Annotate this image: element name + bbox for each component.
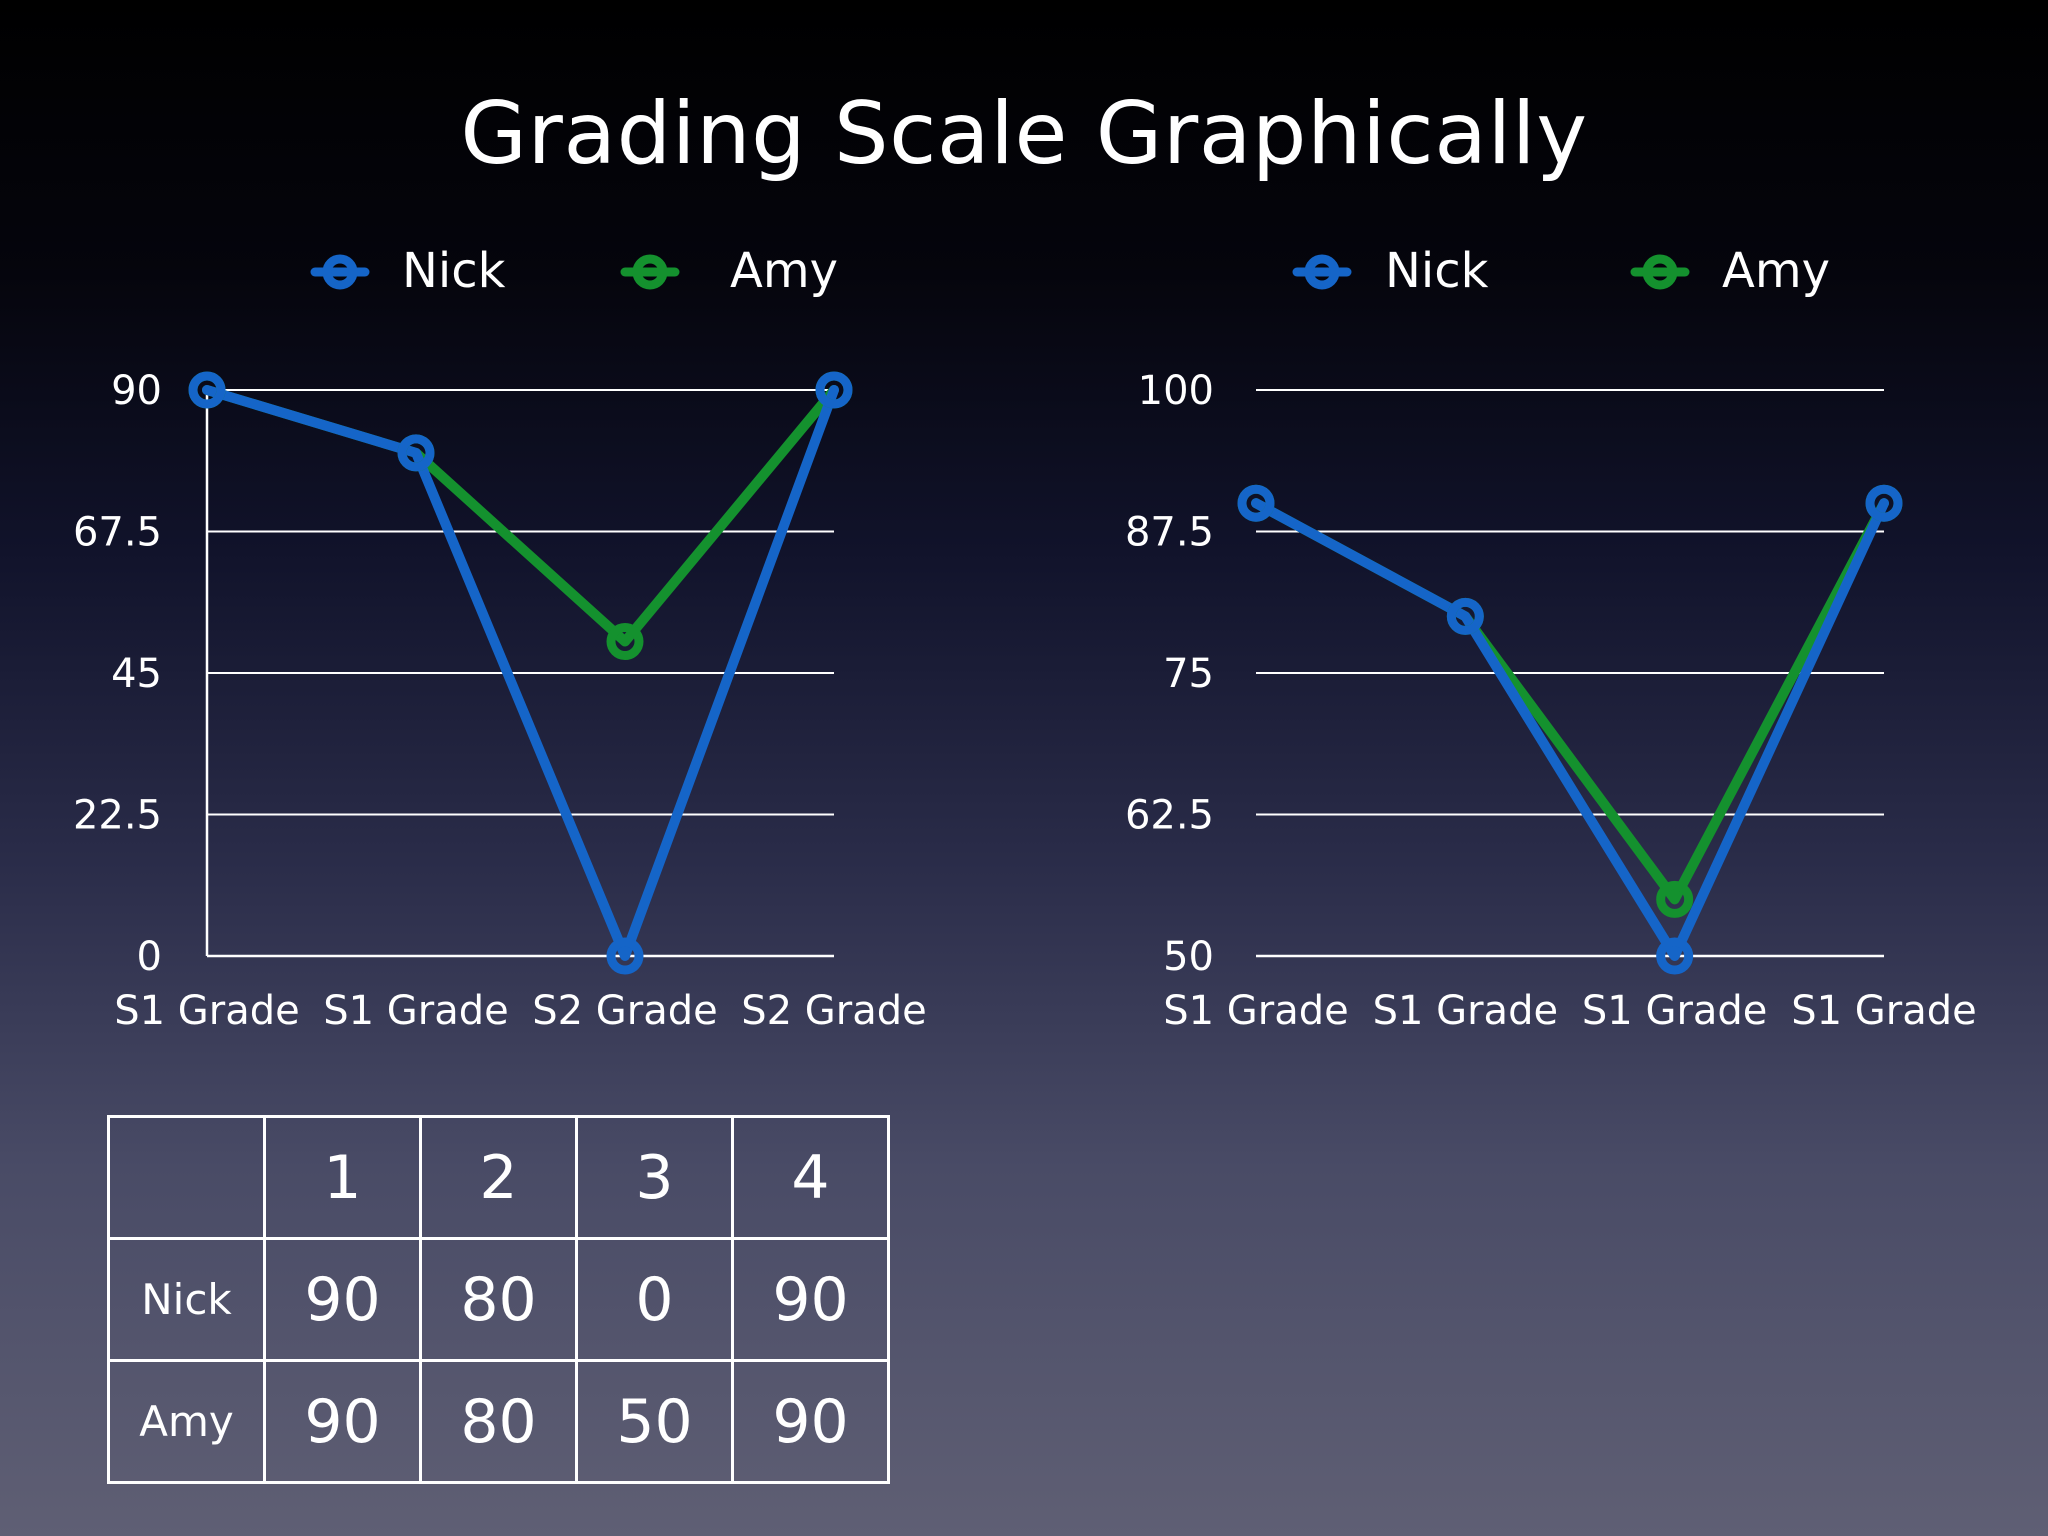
legend-label-amy: Amy	[1722, 243, 1830, 299]
data-point-nick	[188, 371, 226, 409]
grades-table: 1 2 3 4 Nick 90 80 0 90 Amy 90 80 50 90	[107, 1115, 890, 1484]
table-row: Amy 90 80 50 90	[107, 1359, 890, 1484]
data-point-nick	[1656, 937, 1694, 975]
table-cell: 90	[263, 1237, 422, 1362]
legend-marker-amy	[632, 254, 668, 290]
data-point-amy	[1656, 880, 1694, 918]
x-tick-label: S1 Grade	[1582, 988, 1768, 1034]
y-tick-label: 62.5	[1125, 793, 1214, 839]
x-tick-label: S2 Grade	[741, 988, 927, 1034]
table-cell: 90	[731, 1237, 890, 1362]
y-tick-label: 67.5	[73, 510, 162, 556]
table-header-cell: 3	[575, 1115, 734, 1240]
table-cell: 50	[575, 1359, 734, 1484]
slide-title: Grading Scale Graphically	[460, 84, 1588, 184]
table-header-cell: 4	[731, 1115, 890, 1240]
y-tick-label: 0	[137, 934, 162, 980]
table-row: Nick 90 80 0 90	[107, 1237, 890, 1362]
y-tick-label: 50	[1163, 934, 1214, 980]
legend-label-nick: Nick	[1385, 243, 1489, 299]
x-tick-label: S1 Grade	[114, 988, 300, 1034]
line-chart-left: 90 67.5 45 22.5 0 S1 Grade S1 Grade S2 Grade S2 …	[73, 243, 927, 1034]
x-tick-label: S1 Grade	[1373, 988, 1559, 1034]
table-header-cell: 1	[263, 1115, 422, 1240]
legend-label-amy: Amy	[730, 243, 838, 299]
data-point-nick	[1865, 484, 1903, 522]
data-point-nick	[815, 371, 853, 409]
x-tick-label: S1 Grade	[323, 988, 509, 1034]
x-tick-label: S1 Grade	[1791, 988, 1977, 1034]
table-header-row: 1 2 3 4	[107, 1115, 890, 1240]
data-point-nick	[1237, 484, 1275, 522]
table-header-cell: 2	[419, 1115, 578, 1240]
row-label-amy: Amy	[107, 1359, 266, 1484]
legend-marker-amy	[1642, 254, 1678, 290]
legend-marker-nick	[322, 254, 358, 290]
data-point-amy	[606, 623, 644, 661]
series-line-nick	[1251, 498, 1889, 961]
data-point-nick	[606, 937, 644, 975]
table-header-cell	[107, 1115, 266, 1240]
y-tick-label: 90	[111, 368, 162, 414]
y-tick-label: 75	[1163, 651, 1214, 697]
table-cell: 90	[731, 1359, 890, 1484]
data-point-nick	[397, 434, 435, 472]
legend-label-nick: Nick	[402, 243, 506, 299]
table-cell: 80	[419, 1359, 578, 1484]
series-line-nick	[202, 385, 839, 961]
table-cell: 90	[263, 1359, 422, 1484]
table-cell: 80	[419, 1237, 578, 1362]
y-tick-label: 22.5	[73, 793, 162, 839]
y-tick-label: 87.5	[1125, 510, 1214, 556]
line-chart-right: 100 87.5 75 62.5 50 S1 Grade S1 Grade S1 Grade S…	[1125, 243, 1977, 1034]
x-tick-label: S2 Grade	[532, 988, 718, 1034]
x-tick-label: S1 Grade	[1163, 988, 1349, 1034]
table-cell: 0	[575, 1237, 734, 1362]
row-label-nick: Nick	[107, 1237, 266, 1362]
legend-marker-nick	[1304, 254, 1340, 290]
y-tick-label: 45	[111, 651, 162, 697]
y-tick-label: 100	[1138, 368, 1214, 414]
data-point-nick	[1446, 597, 1484, 635]
